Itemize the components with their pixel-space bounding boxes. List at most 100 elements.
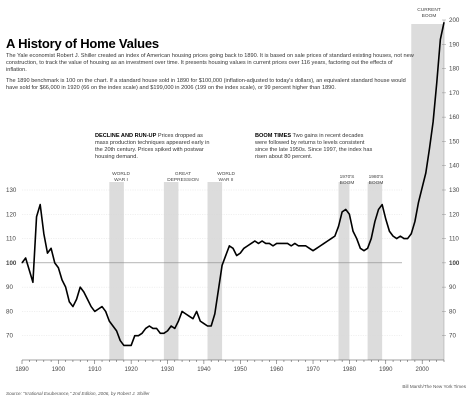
y-tick-right: 180 [449, 66, 460, 73]
data-point [185, 313, 187, 315]
era-label-depression: GREAT DEPRESSION [167, 172, 199, 183]
data-point [192, 318, 194, 320]
data-point [396, 238, 398, 240]
source-note: Source: "Irrational Exuberance," 2nd Edi… [6, 391, 150, 396]
y-tick-right: 140 [449, 163, 460, 170]
y-tick-left: 110 [6, 236, 16, 243]
data-point [327, 240, 329, 242]
data-point [287, 242, 289, 244]
x-tick-label: 1910 [88, 367, 102, 373]
data-point [188, 315, 190, 317]
boom-heading: BOOM TIMES [255, 133, 292, 139]
shaded-period [163, 182, 179, 360]
data-point [290, 245, 292, 247]
data-point [163, 332, 165, 334]
data-point [83, 291, 85, 293]
grid-lines [22, 189, 402, 336]
data-point [250, 242, 252, 244]
y-tick-right: 150 [449, 138, 460, 145]
x-tick-label: 1930 [161, 367, 175, 373]
data-point [388, 230, 390, 232]
data-point [374, 221, 376, 223]
data-point [305, 245, 307, 247]
y-tick-right: 70 [449, 333, 456, 340]
era-label-1980s-boom: 1980'S BOOM [368, 175, 384, 186]
x-tick-label: 1990 [379, 367, 393, 373]
data-point [141, 332, 143, 334]
data-point [265, 242, 267, 244]
data-point [86, 298, 88, 300]
data-point [57, 267, 59, 269]
data-point [348, 213, 350, 215]
data-point [338, 225, 339, 227]
decline-heading: DECLINE AND RUN-UP [95, 133, 157, 139]
data-point [105, 310, 107, 312]
data-point [381, 204, 383, 206]
data-point [214, 313, 216, 315]
data-point [261, 240, 263, 242]
data-point [79, 286, 81, 288]
data-point [359, 247, 361, 249]
x-tick-label: 1900 [52, 367, 66, 373]
axes: 70 80 90 100 110 120 130 70 80 90 100 110 120 130 140 1… [6, 17, 460, 373]
data-point [392, 235, 394, 237]
data-point [76, 298, 78, 300]
data-point [254, 240, 256, 242]
y-tick-right: 80 [449, 308, 456, 315]
data-point [297, 245, 299, 247]
data-point [39, 204, 41, 206]
data-point [145, 327, 147, 329]
y-tick-left: 130 [6, 187, 17, 194]
shaded-periods [109, 24, 444, 360]
y-tick-right: 100 [449, 260, 460, 267]
data-point [403, 238, 405, 240]
data-point [334, 235, 336, 237]
y-tick-right: 130 [449, 187, 460, 194]
data-point [112, 325, 114, 327]
y-tick-left: 70 [6, 333, 13, 340]
data-point [370, 238, 372, 240]
data-point [68, 301, 70, 303]
data-point [36, 216, 38, 218]
data-point [308, 247, 310, 249]
data-point [418, 201, 420, 203]
decline-annotation: DECLINE AND RUN-UP Prices dropped as mas… [95, 133, 213, 161]
y-tick-left: 120 [6, 211, 17, 218]
data-point [356, 238, 358, 240]
y-tick-right: 200 [449, 17, 460, 24]
y-tick-right: 120 [449, 211, 460, 218]
data-point [341, 211, 343, 213]
data-point [294, 242, 296, 244]
data-point [207, 325, 209, 327]
y-tick-right: 110 [449, 236, 459, 243]
data-point [159, 332, 161, 334]
x-tick-label: 1890 [15, 367, 29, 373]
boom-body: Two gains in recent decades were followe… [255, 133, 373, 160]
shaded-period [207, 182, 223, 360]
y-tick-left: 100 [6, 260, 17, 267]
data-point [65, 286, 67, 288]
data-point [119, 340, 121, 342]
y-tick-left: 80 [6, 308, 13, 315]
data-point [283, 242, 285, 244]
data-point [21, 262, 23, 264]
y-tick-left: 90 [6, 284, 13, 291]
x-tick-label: 2000 [415, 367, 429, 373]
era-label-ww2: WORLD WAR II [217, 172, 235, 183]
data-point [43, 233, 45, 235]
data-point [421, 187, 423, 189]
data-point [225, 255, 227, 257]
data-point [116, 330, 118, 332]
data-point [276, 242, 278, 244]
era-label-current-boom: CURRENT BOOM [417, 8, 441, 19]
y-tick-right: 160 [449, 114, 460, 121]
data-point [319, 245, 321, 247]
data-point [72, 306, 74, 308]
x-tick-label: 1920 [124, 367, 138, 373]
shaded-period [367, 182, 383, 360]
y-tick-right: 170 [449, 90, 460, 97]
shaded-period [338, 182, 350, 360]
data-point [443, 21, 445, 23]
data-point [94, 310, 96, 312]
y-tick-right: 90 [449, 284, 456, 291]
